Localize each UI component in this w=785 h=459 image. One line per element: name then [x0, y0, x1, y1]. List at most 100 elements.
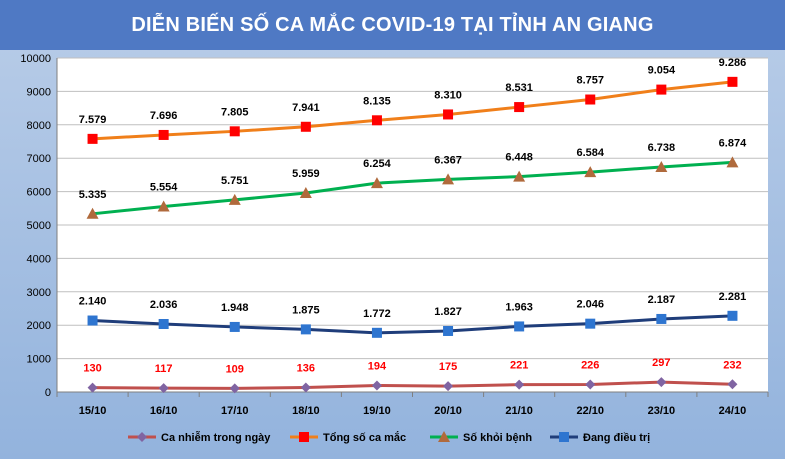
y-tick-label: 4000: [27, 253, 51, 265]
series-2-point: [726, 156, 739, 168]
legend-marker: [559, 432, 569, 442]
legend-marker: [299, 432, 309, 442]
series-0-point: [585, 379, 596, 390]
y-tick-label: 6000: [27, 187, 51, 199]
series-2-point: [584, 166, 597, 178]
y-tick-label: 2000: [27, 320, 51, 332]
y-tick-label: 3000: [27, 287, 51, 299]
legend-marker: [438, 431, 450, 442]
series-1-point: [300, 121, 311, 132]
series-1-point: [585, 94, 596, 105]
series-line-2: [92, 160, 733, 216]
y-tick-label: 5000: [27, 220, 51, 232]
series-1-point: [514, 102, 525, 113]
series-1-point: [656, 84, 667, 95]
series-1-point: [87, 133, 98, 144]
series-1-point: [443, 109, 454, 120]
data-label: 6.874: [719, 137, 747, 149]
series-0-point: [656, 377, 667, 388]
data-label: 1.875: [292, 304, 320, 316]
series-3-point: [514, 321, 525, 332]
series-3-point: [585, 318, 596, 329]
series-1-point: [229, 126, 240, 137]
series-2-point: [157, 200, 170, 212]
data-label: 6.584: [576, 147, 604, 159]
series-0-point: [87, 382, 98, 393]
data-label: 6.738: [648, 142, 676, 154]
x-tick-label: 21/10: [505, 405, 533, 417]
data-label: 226: [581, 359, 599, 371]
data-label: 1.948: [221, 302, 249, 314]
data-label: 136: [297, 362, 315, 374]
series-0-point: [300, 382, 311, 393]
y-tick-label: 10000: [20, 53, 51, 65]
series-2-point: [442, 173, 455, 185]
series-0-point: [229, 383, 240, 394]
data-label: 5.335: [79, 189, 107, 201]
data-label: 2.281: [719, 291, 747, 303]
legend-entry: Số khỏi bệnh: [463, 432, 532, 444]
x-tick-label: 17/10: [221, 405, 249, 417]
y-tick-label: 9000: [27, 86, 51, 98]
series-3-point: [443, 325, 454, 336]
y-tick-label: 1000: [27, 354, 51, 366]
data-label: 1.772: [363, 308, 391, 320]
data-label: 117: [155, 363, 173, 375]
series-2-point: [86, 207, 99, 219]
series-1-point: [371, 115, 382, 126]
data-label: 8.757: [576, 75, 604, 87]
series-0-point: [371, 380, 382, 391]
series-2-point: [370, 177, 383, 189]
x-tick-label: 22/10: [576, 405, 604, 417]
data-label: 221: [510, 360, 528, 372]
data-label: 232: [723, 359, 741, 371]
series-0-point: [443, 381, 454, 392]
series-3-point: [371, 327, 382, 338]
data-label: 7.696: [150, 110, 178, 122]
data-label: 9.286: [719, 57, 747, 69]
data-label: 194: [368, 361, 387, 373]
x-tick-label: 15/10: [79, 405, 107, 417]
series-3-point: [158, 318, 169, 329]
series-3-point: [87, 315, 98, 326]
series-line-0: [92, 380, 733, 390]
series-3-point: [727, 310, 738, 321]
data-label: 1.963: [505, 301, 533, 313]
series-2-point: [513, 170, 526, 182]
series-2-point: [655, 160, 668, 172]
x-tick-label: 24/10: [719, 405, 747, 417]
data-label: 5.959: [292, 168, 320, 180]
data-label: 5.751: [221, 175, 249, 187]
data-label: 7.579: [79, 114, 107, 126]
series-2-point: [299, 186, 312, 198]
data-label: 109: [226, 363, 244, 375]
series-0-point: [158, 383, 169, 394]
data-label: 6.448: [505, 152, 533, 164]
data-label: 7.805: [221, 106, 249, 118]
legend-marker: [137, 432, 147, 442]
data-label: 8.310: [434, 89, 462, 101]
data-label: 6.254: [363, 158, 391, 170]
legend-entry: Ca nhiễm trong ngày: [161, 431, 271, 444]
data-label: 2.046: [576, 299, 604, 311]
chart-title: DIỄN BIẾN SỐ CA MẮC COVID-19 TẠI TỈNH AN…: [0, 0, 785, 50]
data-label: 130: [83, 363, 101, 375]
data-label: 297: [652, 357, 670, 369]
data-label: 2.187: [648, 294, 676, 306]
x-tick-label: 23/10: [648, 405, 676, 417]
series-3-point: [300, 324, 311, 335]
data-label: 7.941: [292, 102, 320, 114]
series-2-point: [228, 193, 241, 205]
y-tick-label: 8000: [27, 120, 51, 132]
series-3-point: [656, 313, 667, 324]
data-label: 8.531: [505, 82, 533, 94]
series-1-point: [727, 76, 738, 87]
data-label: 8.135: [363, 95, 391, 107]
data-label: 175: [439, 361, 457, 373]
data-label: 6.367: [434, 154, 462, 166]
series-line-3: [92, 314, 733, 335]
data-label: 2.140: [79, 296, 107, 308]
series-0-point: [514, 379, 525, 390]
